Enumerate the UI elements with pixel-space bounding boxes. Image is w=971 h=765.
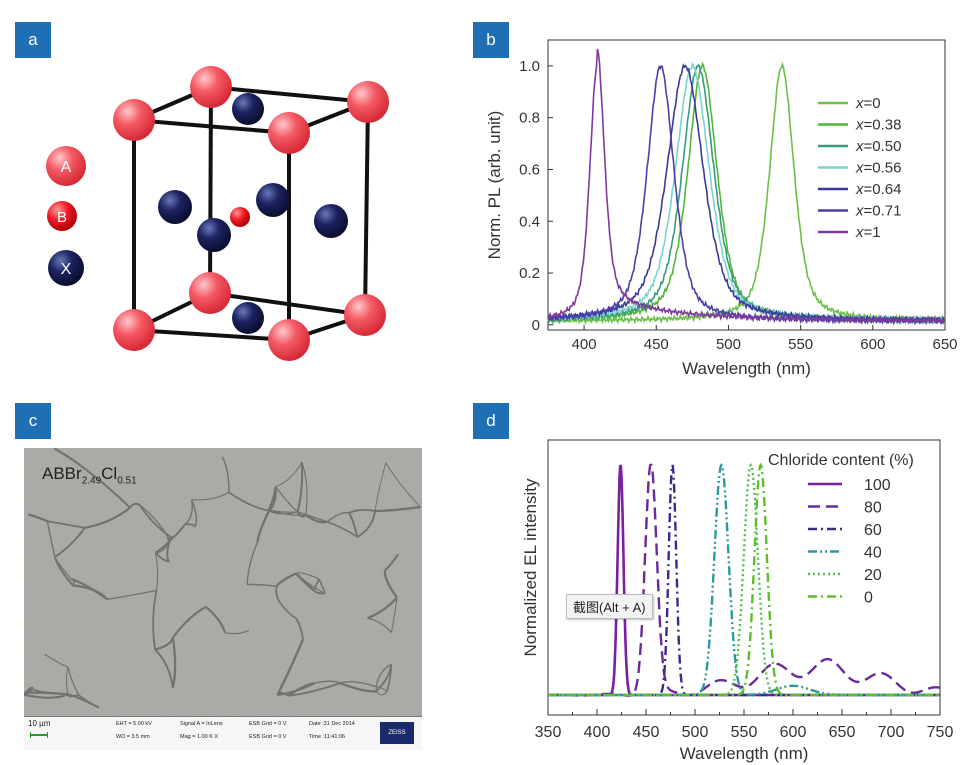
legend-group: 100 80 60 40 20 0 xyxy=(808,477,891,607)
x-tick-label: 450 xyxy=(644,336,669,353)
crystal-structure-diagram: A B X xyxy=(46,66,389,361)
legend-entry: 100 xyxy=(864,477,891,494)
legend-entry: 40 xyxy=(864,545,882,562)
y-tick-label: 0.8 xyxy=(519,110,540,127)
x-tick-label: 600 xyxy=(780,724,807,741)
legend-entry: x=0 xyxy=(855,95,881,112)
legend-entry: x=0.56 xyxy=(855,160,901,177)
x-atom xyxy=(158,190,192,224)
axes-group: 400 450 500 550 600 650 0 0.2 0.4 0.6 0.8 1.0 xyxy=(519,58,957,353)
x-tick-label: 650 xyxy=(932,336,957,353)
y-axis-label: Norm. PL (arb. unit) xyxy=(485,111,504,260)
x-tick-label: 750 xyxy=(927,724,954,741)
a-atom xyxy=(268,319,310,361)
legend-b-atom xyxy=(47,201,77,231)
sample-composition-label: ABBr2.49Cl0.51 xyxy=(42,464,137,487)
x-tick-label: 550 xyxy=(731,724,758,741)
y-tick-label: 0 xyxy=(532,317,540,334)
sem-info-bar: 10 µm EHT = 5.00 kV WD = 3.5 mm Signal A… xyxy=(24,716,422,750)
legend-x-atom xyxy=(48,250,84,286)
legend-a-atom xyxy=(46,146,86,186)
legend-title: Chloride content (%) xyxy=(768,452,914,469)
legend-b-label: B xyxy=(57,209,67,226)
axes-group: 350 400 450 500 550 600 650 700 750 xyxy=(535,709,954,741)
y-tick-label: 0.2 xyxy=(519,265,540,282)
sem-image: ABBr2.49Cl0.51 10 µm EHT = 5.00 kV WD = … xyxy=(24,448,422,750)
series-line-x=1 xyxy=(547,48,945,326)
scale-bar-label: 10 µm xyxy=(28,719,51,728)
a-atom xyxy=(189,272,231,314)
a-atom xyxy=(347,81,389,123)
a-atom xyxy=(268,112,310,154)
legend-entry: 20 xyxy=(864,567,882,584)
panel-label-b: b xyxy=(473,22,509,58)
x-axis-label: Wavelength (nm) xyxy=(682,359,811,378)
a-atom xyxy=(190,66,232,108)
legend-entry: 60 xyxy=(864,522,882,539)
sem-texture xyxy=(24,448,422,716)
zeiss-logo: ZEISS xyxy=(380,722,414,744)
x-atom xyxy=(197,218,231,252)
legend-a-label: A xyxy=(61,159,72,176)
a-atom xyxy=(344,294,386,336)
series-line-0 xyxy=(548,462,940,697)
x-tick-label: 350 xyxy=(535,724,562,741)
legend-entry: x=0.38 xyxy=(855,117,901,134)
x-tick-label: 450 xyxy=(633,724,660,741)
x-atom xyxy=(232,302,264,334)
y-tick-label: 0.6 xyxy=(519,161,540,178)
x-atom xyxy=(314,204,348,238)
x-tick-label: 400 xyxy=(584,724,611,741)
legend-entry: 80 xyxy=(864,500,882,517)
x-axis-label: Wavelength (nm) xyxy=(680,744,809,763)
legend-group: x=0 x=0.38 x=0.50 x=0.56 x=0.64 x=0.71 x=1 xyxy=(818,95,901,241)
legend-entry: x=0.50 xyxy=(855,138,901,155)
panel-label-a: a xyxy=(15,22,51,58)
plot-frame xyxy=(547,39,946,331)
x-tick-label: 500 xyxy=(682,724,709,741)
legend-entry: x=0.64 xyxy=(855,181,901,198)
y-tick-label: 1.0 xyxy=(519,58,540,75)
y-axis-label: Normalized EL intensity xyxy=(521,478,540,656)
x-tick-label: 500 xyxy=(716,336,741,353)
series-group xyxy=(547,48,945,326)
legend-entry: x=1 xyxy=(855,224,881,241)
a-atom xyxy=(113,309,155,351)
b-atom xyxy=(230,207,250,227)
x-atom xyxy=(256,183,290,217)
y-tick-label: 0.4 xyxy=(519,213,540,230)
scale-bar xyxy=(30,732,48,738)
el-spectra-chart: 350 400 450 500 550 600 650 700 750 100 80 60 40 20 0… xyxy=(521,439,954,763)
panel-label-c: c xyxy=(15,403,51,439)
screenshot-tooltip: 截图(Alt + A) xyxy=(566,594,653,619)
legend-entry: x=0.71 xyxy=(855,203,901,220)
x-tick-label: 600 xyxy=(860,336,885,353)
a-atom xyxy=(113,99,155,141)
x-tick-label: 650 xyxy=(829,724,856,741)
x-tick-label: 400 xyxy=(572,336,597,353)
series-group xyxy=(548,462,941,697)
x-tick-label: 700 xyxy=(878,724,905,741)
panel-label-d: d xyxy=(473,403,509,439)
legend-entry: 0 xyxy=(864,590,873,607)
x-atom xyxy=(232,93,264,125)
legend-x-label: X xyxy=(61,261,72,278)
x-tick-label: 550 xyxy=(788,336,813,353)
